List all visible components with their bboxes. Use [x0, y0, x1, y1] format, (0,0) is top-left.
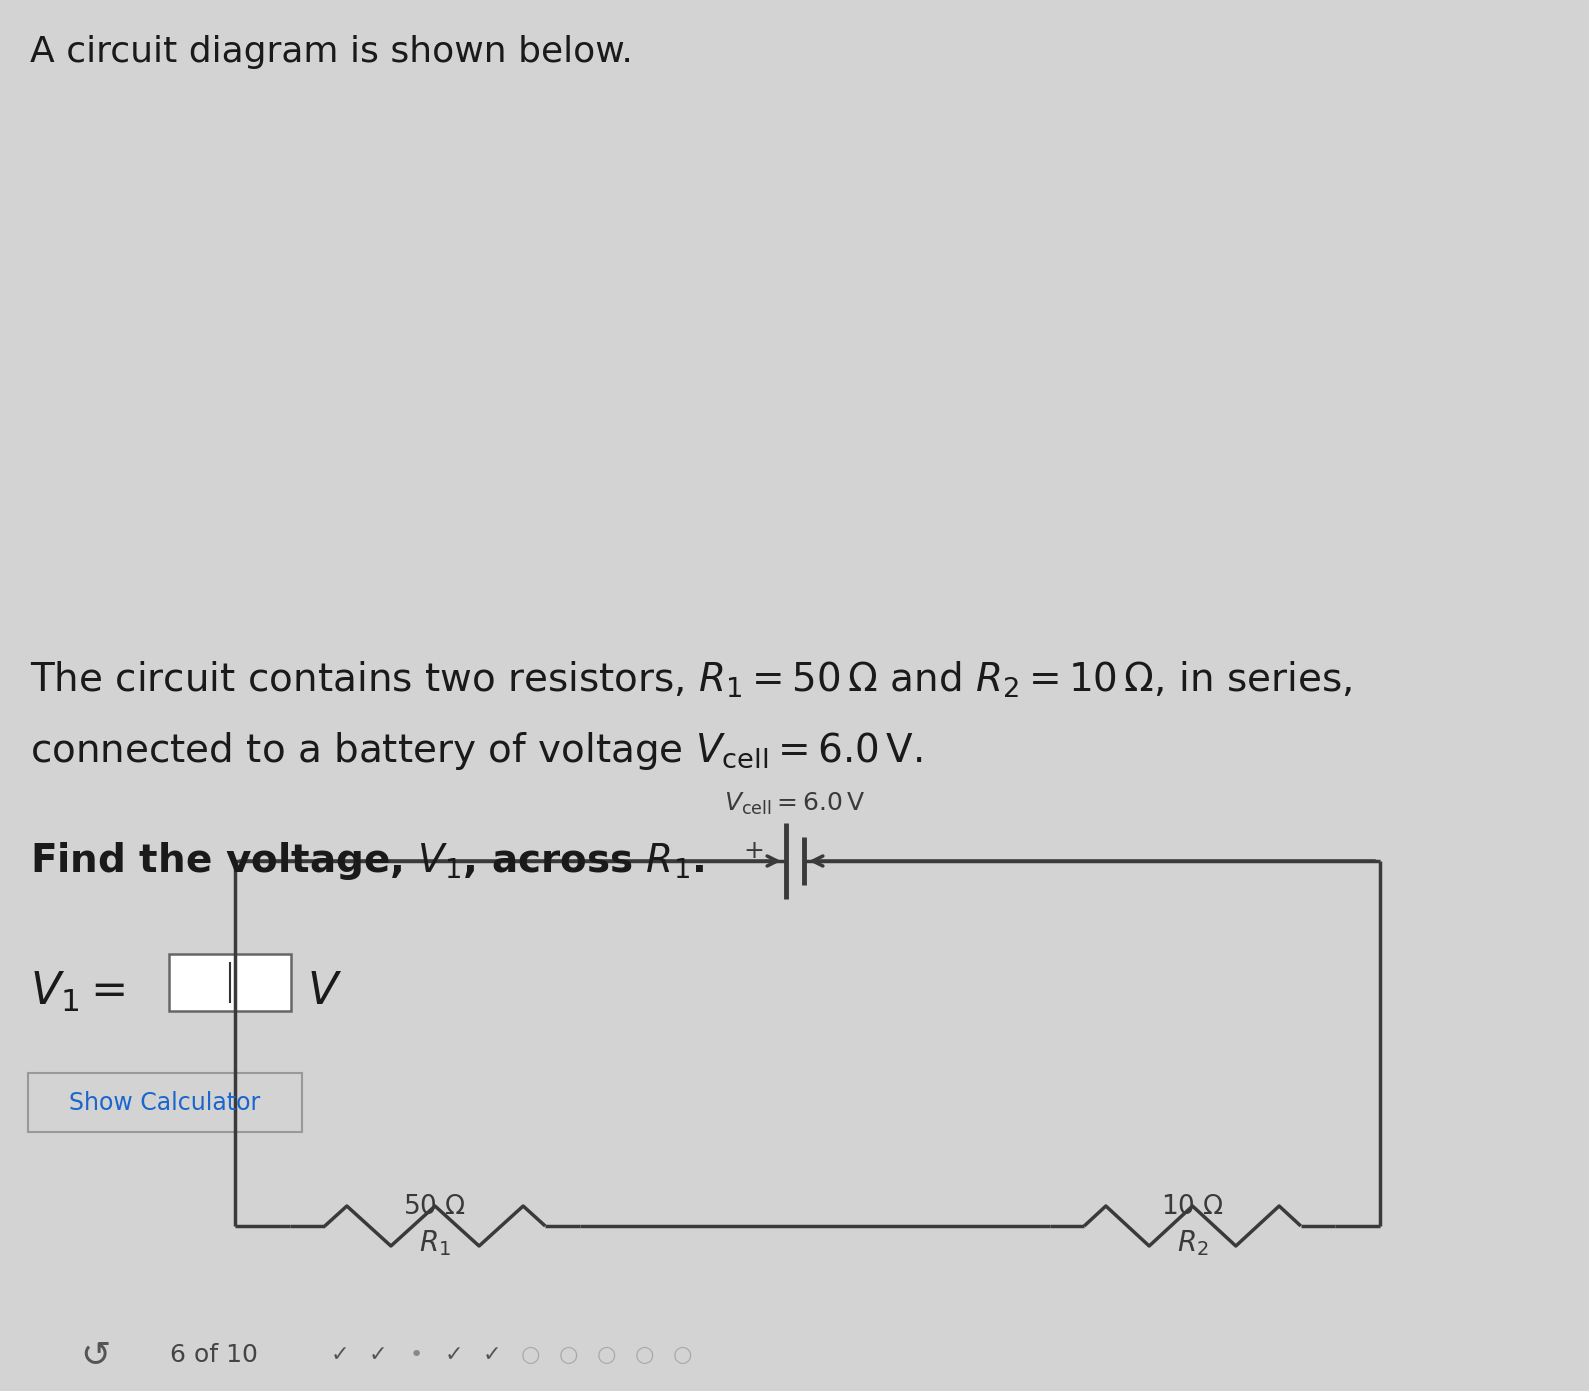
Text: ○: ○	[634, 1345, 653, 1365]
Text: $V_{\rm cell} = 6.0\,{\rm V}$: $V_{\rm cell} = 6.0\,{\rm V}$	[725, 791, 866, 817]
Text: ✓: ✓	[483, 1345, 501, 1365]
Text: $R_2$: $R_2$	[1177, 1228, 1208, 1257]
Text: ✓: ✓	[369, 1345, 388, 1365]
Text: 50 $\Omega$: 50 $\Omega$	[404, 1193, 467, 1220]
Text: 6 of 10: 6 of 10	[170, 1342, 257, 1367]
Text: ○: ○	[520, 1345, 540, 1365]
Text: ✓: ✓	[445, 1345, 464, 1365]
Text: Find the voltage, $V_1$, across $R_1$.: Find the voltage, $V_1$, across $R_1$.	[30, 840, 704, 882]
Text: ○: ○	[596, 1345, 615, 1365]
Text: •: •	[410, 1345, 423, 1365]
Text: +: +	[744, 839, 764, 862]
FancyBboxPatch shape	[29, 1072, 302, 1132]
Text: A circuit diagram is shown below.: A circuit diagram is shown below.	[30, 35, 632, 70]
Text: Show Calculator: Show Calculator	[70, 1091, 261, 1114]
Text: connected to a battery of voltage $V_{\rm cell} = 6.0\,{\rm V}$.: connected to a battery of voltage $V_{\r…	[30, 730, 922, 772]
Text: V: V	[308, 970, 338, 1013]
Text: ↺: ↺	[79, 1338, 110, 1372]
Text: ○: ○	[558, 1345, 578, 1365]
FancyBboxPatch shape	[168, 954, 291, 1011]
Text: ✓: ✓	[331, 1345, 350, 1365]
Text: ○: ○	[672, 1345, 691, 1365]
Text: 10 $\Omega$: 10 $\Omega$	[1162, 1193, 1224, 1220]
Text: The circuit contains two resistors, $R_1 = 50\,\Omega$ and $R_2 = 10\,\Omega$, i: The circuit contains two resistors, $R_1…	[30, 659, 1352, 700]
Text: $V_1 =$: $V_1 =$	[30, 970, 126, 1014]
Text: $R_1$: $R_1$	[419, 1228, 451, 1257]
